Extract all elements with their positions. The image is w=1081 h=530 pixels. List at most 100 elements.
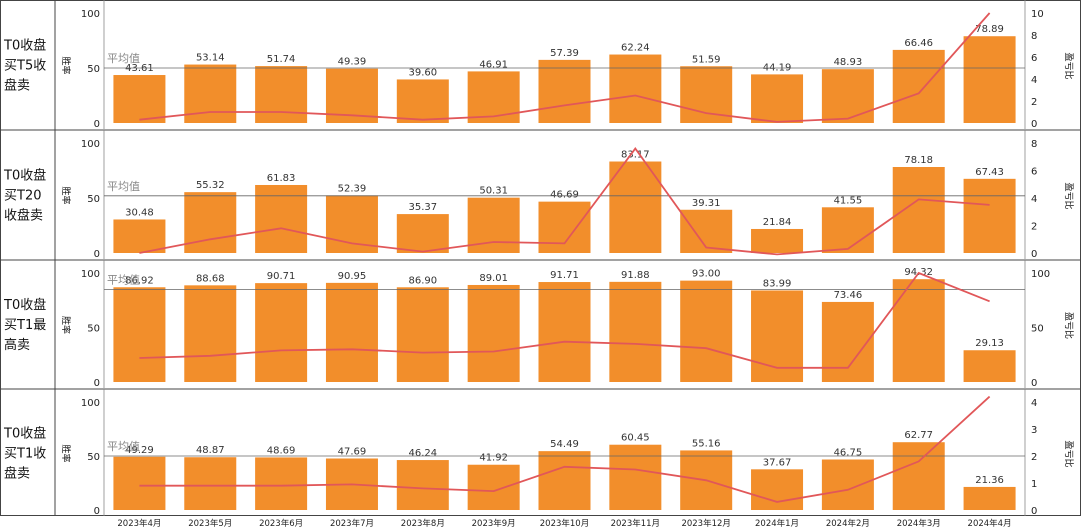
left-tick-label: 100 bbox=[81, 269, 100, 280]
right-tick-label: 10 bbox=[1031, 9, 1044, 20]
bar-value-label: 41.92 bbox=[479, 453, 508, 464]
right-tick-label: 8 bbox=[1031, 31, 1037, 42]
bar-value-label: 49.39 bbox=[338, 57, 367, 68]
x-tick-label: 2023年10月 bbox=[540, 518, 589, 529]
bar-value-label: 21.36 bbox=[975, 475, 1004, 486]
right-axis-label: 盈亏比 bbox=[1063, 441, 1075, 468]
x-axis: 2023年4月 2023年5月 2023年6月 2023年7月 2023年8月 2023年… bbox=[117, 518, 1011, 529]
right-tick-label: 0 bbox=[1031, 378, 1037, 389]
profit-loss-line bbox=[139, 146, 990, 256]
right-tick-label: 4 bbox=[1031, 75, 1037, 86]
bar-value-label: 62.77 bbox=[904, 430, 933, 441]
bar bbox=[538, 282, 591, 382]
bar-value-label: 48.69 bbox=[267, 445, 296, 456]
bar bbox=[325, 195, 378, 253]
bar bbox=[892, 167, 945, 253]
right-tick-label: 1 bbox=[1031, 479, 1037, 490]
right-axis-label: 盈亏比 bbox=[1063, 53, 1075, 80]
bar-value-label: 39.60 bbox=[408, 67, 437, 78]
panel-label-line: 收盘卖 bbox=[4, 208, 43, 224]
left-tick-label: 0 bbox=[94, 249, 100, 260]
bar-value-label: 46.91 bbox=[479, 59, 508, 70]
right-tick-label: 3 bbox=[1031, 425, 1037, 436]
x-tick-label: 2023年8月 bbox=[401, 518, 445, 529]
panel-label-line: T0收盘 bbox=[3, 426, 46, 442]
left-tick-label: 0 bbox=[94, 378, 100, 389]
bar-value-label: 61.83 bbox=[267, 173, 296, 184]
bar bbox=[609, 281, 662, 382]
panel-label-line: 买T1收 bbox=[4, 447, 46, 462]
panel-label-line: 买T5收 bbox=[4, 59, 46, 74]
left-tick-label: 50 bbox=[87, 64, 100, 75]
bar-value-label: 47.69 bbox=[338, 446, 367, 457]
bar-value-label: 48.87 bbox=[196, 445, 225, 456]
right-tick-label: 6 bbox=[1031, 167, 1037, 178]
bar-value-label: 41.55 bbox=[834, 195, 863, 206]
bar bbox=[538, 59, 591, 123]
bar-value-label: 86.92 bbox=[125, 275, 154, 286]
panel-label-line: 买T20 bbox=[4, 189, 41, 204]
left-tick-label: 50 bbox=[87, 324, 100, 335]
average-line-label: 平均值 bbox=[107, 440, 140, 453]
bar-value-label: 29.13 bbox=[975, 338, 1004, 349]
bar bbox=[184, 285, 237, 382]
bar bbox=[821, 69, 874, 123]
bar bbox=[963, 178, 1016, 253]
right-tick-label: 50 bbox=[1031, 324, 1044, 335]
right-tick-label: 2 bbox=[1031, 97, 1037, 108]
right-tick-label: 4 bbox=[1031, 398, 1037, 409]
right-tick-label: 8 bbox=[1031, 139, 1037, 150]
x-tick-label: 2024年4月 bbox=[968, 518, 1012, 529]
right-tick-label: 6 bbox=[1031, 53, 1037, 64]
bar bbox=[751, 228, 804, 253]
left-axis-label: 胜率 bbox=[60, 187, 72, 205]
panel-label-line: T0收盘 bbox=[3, 38, 46, 54]
bar bbox=[751, 74, 804, 123]
x-tick-label: 2023年7月 bbox=[330, 518, 374, 529]
bar bbox=[680, 209, 733, 253]
bar-value-label: 54.49 bbox=[550, 439, 579, 450]
x-tick-label: 2023年4月 bbox=[117, 518, 161, 529]
bar-value-label: 78.18 bbox=[904, 155, 933, 166]
bar-value-label: 46.24 bbox=[408, 448, 437, 459]
bar bbox=[821, 207, 874, 253]
panel-label-line: 买T1最 bbox=[4, 318, 46, 333]
average-line-label: 平均值 bbox=[107, 52, 140, 65]
panel-label-line: 高卖 bbox=[4, 337, 30, 353]
bar bbox=[892, 279, 945, 382]
bar-value-label: 83.99 bbox=[763, 278, 792, 289]
profit-loss-line bbox=[139, 271, 990, 369]
bar bbox=[609, 54, 662, 124]
panel-label-line: 盘卖 bbox=[4, 466, 30, 482]
panel-label-line: T0收盘 bbox=[3, 168, 46, 184]
bar-value-label: 60.45 bbox=[621, 433, 650, 444]
bar-value-label: 21.84 bbox=[763, 217, 792, 228]
bar bbox=[751, 290, 804, 382]
bar-value-label: 43.61 bbox=[125, 63, 154, 74]
left-tick-label: 50 bbox=[87, 452, 100, 463]
bar bbox=[113, 75, 166, 123]
x-tick-label: 2023年6月 bbox=[259, 518, 303, 529]
bar-value-label: 53.14 bbox=[196, 53, 225, 64]
right-axis-label: 盈亏比 bbox=[1063, 183, 1075, 210]
bar-value-label: 62.24 bbox=[621, 43, 650, 54]
bar bbox=[467, 71, 520, 123]
bar bbox=[184, 457, 237, 510]
bar-value-label: 55.16 bbox=[692, 438, 721, 449]
bar bbox=[751, 469, 804, 510]
right-tick-label: 100 bbox=[1031, 269, 1050, 280]
bar-value-label: 51.59 bbox=[692, 54, 721, 65]
average-line-label: 平均值 bbox=[107, 180, 140, 193]
panel-label-line: T0收盘 bbox=[3, 297, 46, 313]
bar-value-label: 91.71 bbox=[550, 270, 579, 281]
right-tick-label: 2 bbox=[1031, 452, 1037, 463]
bar-value-label: 55.32 bbox=[196, 180, 225, 191]
bar bbox=[396, 287, 449, 382]
bar-value-label: 78.89 bbox=[975, 24, 1004, 35]
bar bbox=[467, 284, 520, 382]
x-tick-label: 2024年2月 bbox=[826, 518, 870, 529]
